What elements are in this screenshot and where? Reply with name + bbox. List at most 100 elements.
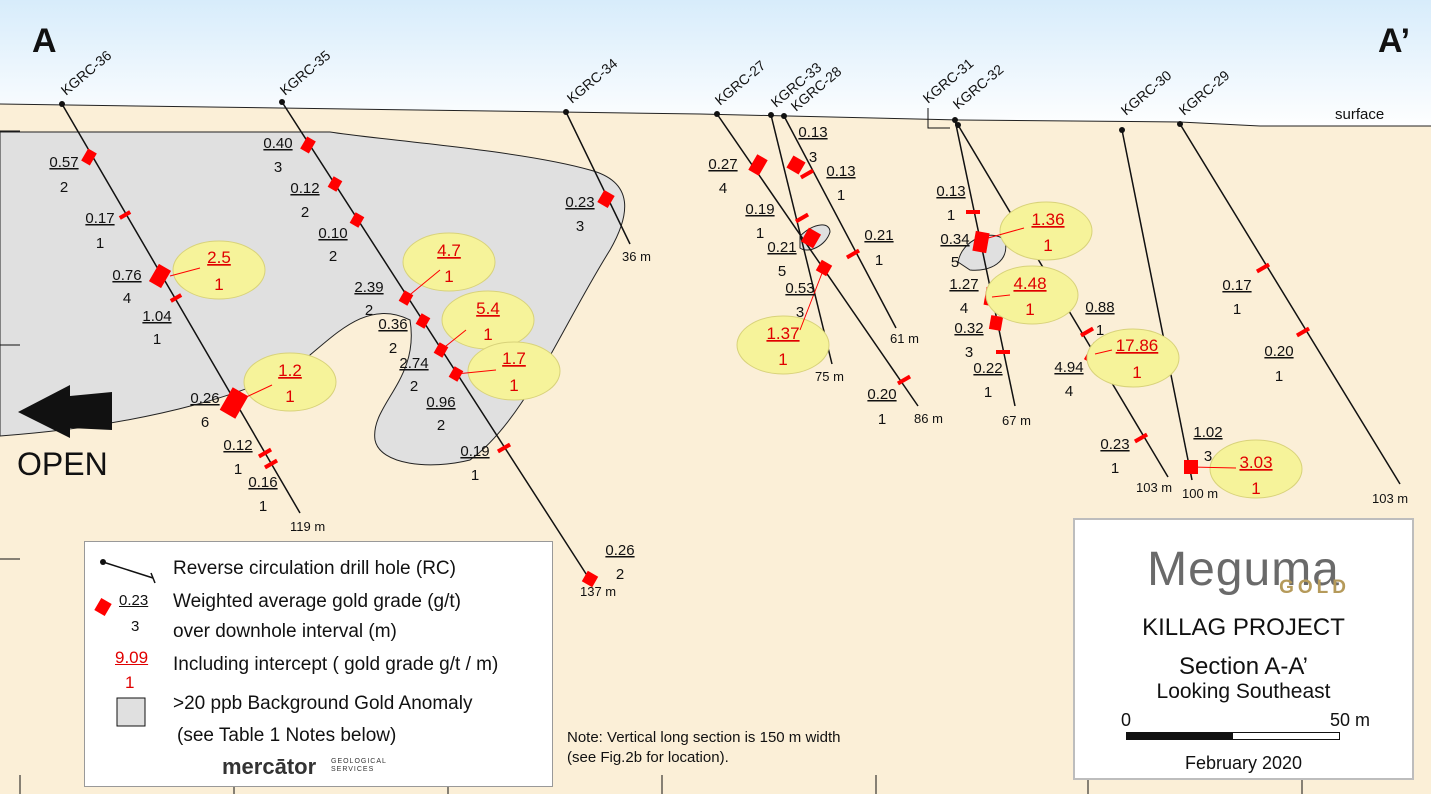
svg-text:1: 1 — [1233, 301, 1241, 318]
section-title: Section A-A’ — [1179, 653, 1308, 680]
svg-text:4.7: 4.7 — [437, 241, 461, 260]
depth-labels: 119 m 137 m 36 m 86 m 75 m 61 m 67 m 103… — [290, 249, 1408, 599]
interval-10: 2.39 2 — [354, 279, 383, 319]
svg-text:1: 1 — [984, 384, 992, 401]
highlight-labels: 2.51 1.21 4.71 5.41 1.71 1.371 1.361 4.4… — [207, 210, 1272, 498]
svg-text:4: 4 — [719, 180, 727, 197]
svg-text:1: 1 — [1132, 363, 1141, 382]
interval-33: 1.02 3 — [1193, 424, 1222, 465]
interval-20: 0.53 3 — [785, 280, 814, 321]
interval-2: 0.76 4 — [112, 267, 141, 307]
note-line-2: (see Fig.2b for location). — [567, 749, 729, 766]
depth-kgrc-31: 67 m — [1002, 413, 1031, 428]
interval-6: 0.16 1 — [248, 474, 277, 515]
legend-anomaly-line2: (see Table 1 Notes below) — [177, 725, 397, 746]
svg-text:1: 1 — [483, 325, 492, 344]
svg-text:4: 4 — [960, 300, 968, 317]
svg-text:0.20: 0.20 — [867, 386, 896, 403]
svg-text:1: 1 — [1251, 479, 1260, 498]
svg-text:3: 3 — [274, 159, 282, 176]
drill-hole-kgrc-36 — [61, 103, 301, 514]
svg-text:1: 1 — [214, 275, 223, 294]
svg-text:0.19: 0.19 — [460, 443, 489, 460]
surface-line — [0, 103, 1431, 127]
svg-text:0.20: 0.20 — [1264, 343, 1293, 360]
meguma-logo: Meguma — [1147, 543, 1340, 596]
interval-27: 1.27 4 — [949, 276, 978, 317]
svg-text:1: 1 — [1025, 300, 1034, 319]
svg-text:1: 1 — [878, 411, 886, 428]
svg-text:0.23: 0.23 — [565, 194, 594, 211]
svg-text:0.26: 0.26 — [190, 390, 219, 407]
interval-35: 0.20 1 — [1264, 343, 1293, 385]
svg-text:2: 2 — [301, 204, 309, 221]
svg-text:0.21: 0.21 — [864, 227, 893, 244]
kgrc-31-collar-offset — [927, 108, 950, 129]
svg-text:0.13: 0.13 — [936, 183, 965, 200]
svg-text:0.22: 0.22 — [973, 360, 1002, 377]
svg-text:0.40: 0.40 — [263, 135, 292, 152]
interval-15: 0.26 2 — [605, 542, 634, 583]
interval-3: 1.04 1 — [142, 308, 171, 348]
collar-dots — [59, 99, 1183, 133]
legend-sample-grade: 0.23 — [119, 592, 149, 609]
mercator-logo: mercātor — [222, 754, 317, 779]
svg-text:1: 1 — [756, 225, 764, 242]
scale-start: 0 — [1121, 710, 1132, 730]
svg-text:0.21: 0.21 — [767, 239, 796, 256]
highlight-7: 4.48 1 — [1013, 274, 1046, 319]
depth-kgrc-33: 75 m — [815, 369, 844, 384]
svg-text:2: 2 — [389, 340, 397, 357]
interval-13: 0.96 2 — [426, 394, 455, 434]
svg-text:1: 1 — [1043, 236, 1052, 255]
svg-text:0.34: 0.34 — [940, 231, 969, 248]
interval-34: 0.17 1 — [1222, 277, 1251, 318]
highlight-8: 17.86 1 — [1116, 336, 1159, 382]
interval-16: 0.23 3 — [565, 194, 594, 235]
svg-text:2.39: 2.39 — [354, 279, 383, 296]
drill-hole-kgrc-29 — [1179, 123, 1401, 485]
interval-19: 0.21 5 — [767, 239, 796, 280]
open-label: OPEN — [17, 446, 108, 482]
legend-anomaly-line1: >20 ppb Background Gold Anomaly — [173, 693, 473, 714]
depth-kgrc-32: 103 m — [1136, 480, 1172, 495]
drill-hole-kgrc-33 — [770, 114, 833, 365]
depth-kgrc-29: 103 m — [1372, 491, 1408, 506]
svg-text:2: 2 — [437, 417, 445, 434]
svg-text:0.88: 0.88 — [1085, 299, 1114, 316]
interval-11: 0.36 2 — [378, 316, 407, 357]
interval-25: 0.13 1 — [936, 183, 965, 224]
highlight-9: 3.03 1 — [1239, 453, 1272, 498]
note-line-1: Note: Vertical long section is 150 m wid… — [567, 729, 841, 746]
svg-text:0.13: 0.13 — [798, 124, 827, 141]
interval-30: 0.88 1 — [1085, 299, 1114, 339]
svg-text:0.26: 0.26 — [605, 542, 634, 559]
figure-date: February 2020 — [1184, 753, 1303, 773]
interval-21: 0.20 1 — [867, 386, 896, 428]
interval-labels: 0.57 2 0.17 1 0.76 4 1.04 1 0.26 6 0.12 1 0.16… — [49, 124, 1293, 583]
interval-32: 0.23 1 — [1100, 436, 1129, 477]
svg-text:0.16: 0.16 — [248, 474, 277, 491]
depth-kgrc-35: 137 m — [580, 584, 616, 599]
highlight-1: 1.21 — [278, 361, 302, 406]
svg-text:1: 1 — [1096, 322, 1104, 339]
drill-hole-kgrc-30 — [1121, 129, 1193, 481]
legend: Reverse circulation drill hole (RC) 0.23… — [84, 541, 553, 787]
svg-text:1: 1 — [444, 267, 453, 286]
svg-text:1.2: 1.2 — [278, 361, 302, 380]
section-end-label: A’ — [1378, 22, 1411, 60]
meguma-logo-gold: GOLD — [1279, 577, 1350, 598]
svg-text:2: 2 — [329, 248, 337, 265]
surface-label: surface — [1335, 106, 1384, 123]
svg-text:1.27: 1.27 — [949, 276, 978, 293]
section-start-label: A — [32, 22, 57, 60]
depth-kgrc-27: 86 m — [914, 411, 943, 426]
highlight-0: 2.51 — [207, 248, 231, 294]
open-arrow-icon — [18, 385, 112, 438]
svg-text:0.53: 0.53 — [785, 280, 814, 297]
svg-text:1: 1 — [285, 387, 294, 406]
svg-text:1: 1 — [1111, 460, 1119, 477]
svg-text:0.32: 0.32 — [954, 320, 983, 337]
interval-5: 0.12 1 — [223, 437, 252, 478]
svg-text:1: 1 — [234, 461, 242, 478]
